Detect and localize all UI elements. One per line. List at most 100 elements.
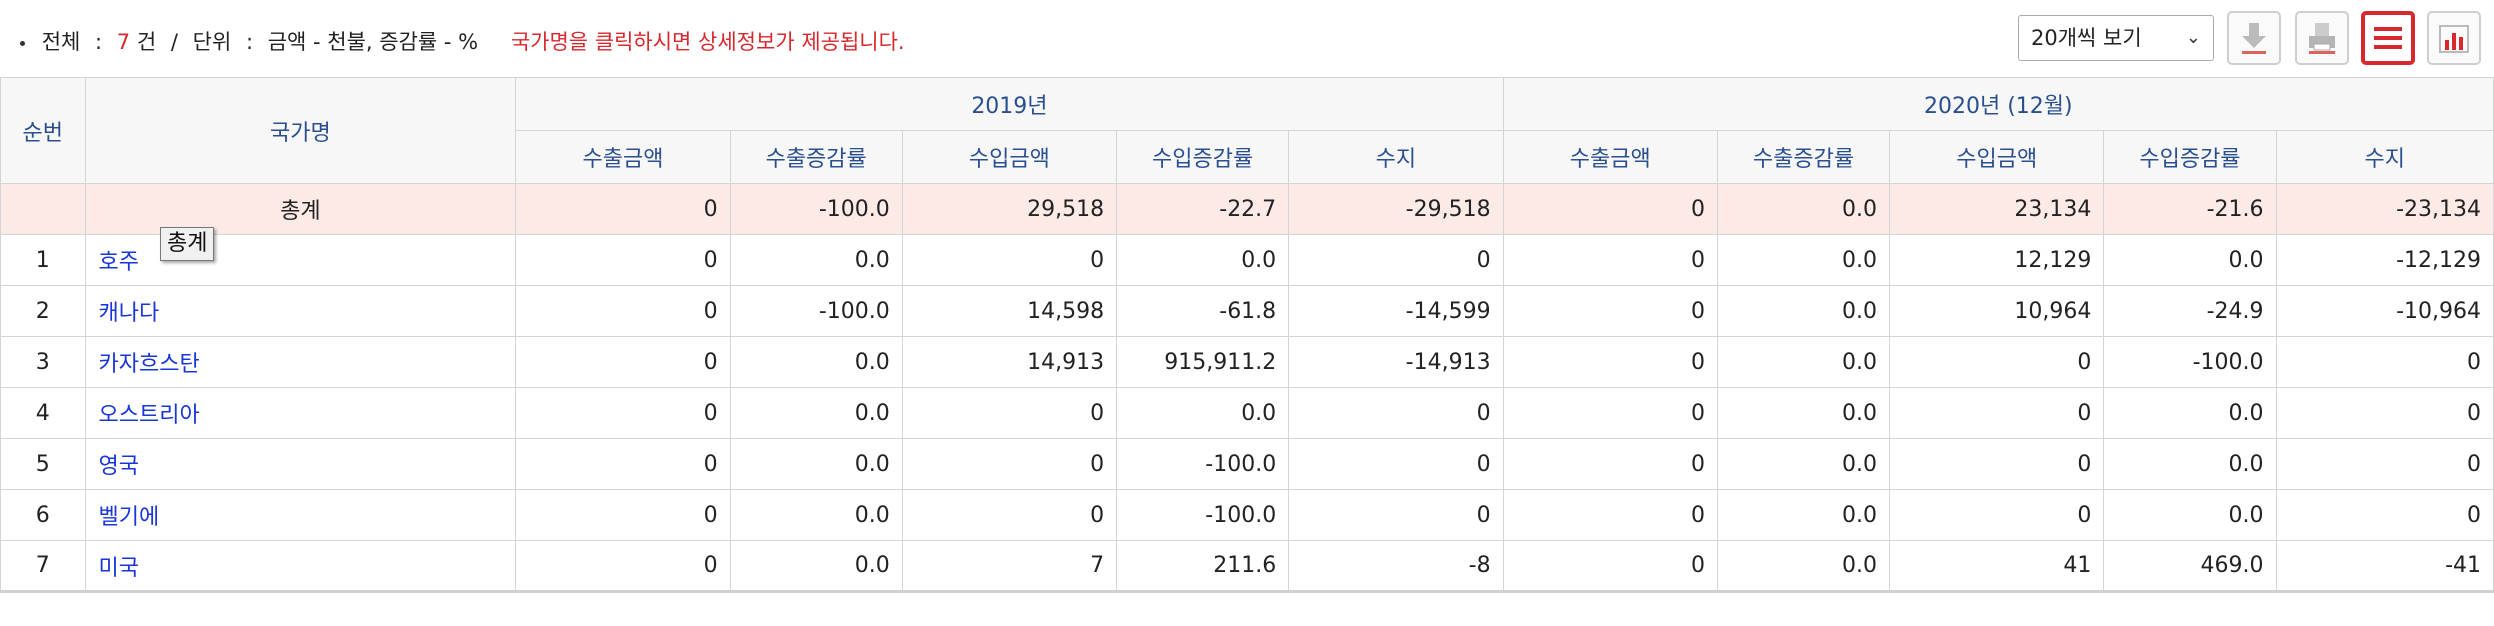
count-unit: 건 <box>136 30 157 54</box>
value-cell: 0 <box>1288 234 1504 286</box>
colon: : <box>95 30 103 54</box>
country-cell: 호주 <box>84 234 517 286</box>
value-cell: 0 <box>901 438 1118 490</box>
value-cell: 0 <box>901 387 1118 439</box>
row-seq: 1 <box>0 234 86 286</box>
list-view-icon <box>2374 27 2402 49</box>
country-cell: 카자흐스탄 <box>84 336 517 388</box>
row-seq: 6 <box>0 489 86 541</box>
table-row: 5 영국 0 0.0 0 -100.0 0 0 0.0 0 0.0 0 <box>0 438 2494 490</box>
country-link[interactable]: 호주 <box>98 250 140 275</box>
table-row: 3 카자흐스탄 0 0.0 14,913 915,911.2 -14,913 0 0.0 0 -10… <box>0 336 2494 388</box>
value-cell: 0.0 <box>729 540 903 593</box>
value-cell: 0.0 <box>1716 540 1891 593</box>
row-seq: 2 <box>0 285 86 337</box>
download-button[interactable] <box>2227 11 2281 65</box>
value-cell: 0 <box>1288 489 1504 541</box>
value-cell: 0 <box>1502 285 1718 337</box>
header-balance: 수지 <box>1288 130 1504 184</box>
header-export-amount: 수출금액 <box>515 130 731 184</box>
table-row: 4 오스트리아 0 0.0 0 0.0 0 0 0.0 0 0.0 0 <box>0 387 2494 439</box>
value-cell: -24.9 <box>2103 285 2277 337</box>
value-cell: 0 <box>901 489 1118 541</box>
chevron-down-icon: ⌄ <box>2185 27 2201 48</box>
country-cell: 미국 <box>84 540 517 593</box>
total-label: 총계 <box>84 183 517 235</box>
value-cell: -14,913 <box>1288 336 1504 388</box>
country-link[interactable]: 캐나다 <box>98 301 160 326</box>
value-cell: -61.8 <box>1116 285 1290 337</box>
value-cell: 0.0 <box>1116 387 1290 439</box>
total-count: 7 <box>116 30 131 54</box>
value-cell: 0 <box>1288 438 1504 490</box>
value-cell: 0 <box>1889 336 2105 388</box>
top-bar: 전체 : 7 건 / 단위 : 금액 - 천불, 증감률 - % 국가명을 클릭… <box>0 0 2494 77</box>
list-view-button[interactable] <box>2361 11 2415 65</box>
bullet-icon <box>20 40 25 46</box>
value-cell: 7 <box>901 540 1118 593</box>
country-cell: 벨기에 <box>84 489 517 541</box>
value-cell: 0.0 <box>1716 438 1891 490</box>
summary-text: 전체 : 7 건 / 단위 : 금액 - 천불, 증감률 - % 국가명을 클릭… <box>20 26 905 56</box>
value-cell: 211.6 <box>1116 540 1290 593</box>
value-cell: 469.0 <box>2103 540 2277 593</box>
value-cell: 0.0 <box>729 489 903 541</box>
value-cell: 0.0 <box>729 234 903 286</box>
country-link[interactable]: 오스트리아 <box>98 403 200 428</box>
header-import-growth: 수입증감률 <box>1116 130 1290 184</box>
value-cell: 0.0 <box>729 387 903 439</box>
value-cell: 0 <box>1502 234 1718 286</box>
value-cell: 41 <box>1889 540 2105 593</box>
country-link[interactable]: 벨기에 <box>98 505 160 530</box>
total-seq <box>0 183 86 235</box>
value-cell: 0 <box>1502 540 1718 593</box>
country-link[interactable]: 카자흐스탄 <box>98 352 200 377</box>
value-cell: 0 <box>1502 438 1718 490</box>
print-button[interactable] <box>2295 11 2349 65</box>
header-balance: 수지 <box>2275 130 2494 184</box>
value-cell: 0 <box>515 438 731 490</box>
value-cell: 0.0 <box>2103 489 2277 541</box>
value-cell: 0.0 <box>1716 489 1891 541</box>
value-cell: 0 <box>2275 438 2494 490</box>
page-size-value: 20개씩 보기 <box>2031 26 2142 50</box>
value-cell: 0 <box>1889 438 2105 490</box>
value-cell: 0 <box>2275 336 2494 388</box>
value-cell: -12,129 <box>2275 234 2494 286</box>
country-link[interactable]: 미국 <box>98 555 140 581</box>
total-cell: 0 <box>1502 183 1718 235</box>
value-cell: 14,598 <box>901 285 1118 337</box>
unit-value: 금액 - 천불, 증감률 - % <box>267 30 479 54</box>
value-cell: 0 <box>901 234 1118 286</box>
header-export-amount: 수출금액 <box>1502 130 1718 184</box>
page-size-select[interactable]: 20개씩 보기 ⌄ <box>2018 15 2214 61</box>
total-cell: 23,134 <box>1889 183 2105 235</box>
header-import-amount: 수입금액 <box>901 130 1118 184</box>
click-notice: 국가명을 클릭하시면 상세정보가 제공됩니다. <box>510 30 905 54</box>
country-link[interactable]: 영국 <box>98 454 140 479</box>
value-cell: 0 <box>1502 336 1718 388</box>
value-cell: -41 <box>2275 540 2494 593</box>
value-cell: 0 <box>1889 489 2105 541</box>
value-cell: -10,964 <box>2275 285 2494 337</box>
header-import-amount: 수입금액 <box>1889 130 2105 184</box>
value-cell: 0.0 <box>2103 234 2277 286</box>
value-cell: 0 <box>515 387 731 439</box>
value-cell: 0 <box>515 540 731 593</box>
total-cell: 0 <box>515 183 731 235</box>
value-cell: 0 <box>2275 489 2494 541</box>
value-cell: 0 <box>1889 387 2105 439</box>
value-cell: 0 <box>1502 387 1718 439</box>
value-cell: 0 <box>515 489 731 541</box>
value-cell: -100.0 <box>729 285 903 337</box>
value-cell: 0.0 <box>1716 285 1891 337</box>
chart-button[interactable] <box>2427 11 2481 65</box>
value-cell: -8 <box>1288 540 1504 593</box>
colon: : <box>245 30 254 54</box>
value-cell: 0 <box>515 285 731 337</box>
value-cell: 0.0 <box>729 336 903 388</box>
value-cell: 0 <box>1288 387 1504 439</box>
value-cell: 0.0 <box>1116 234 1290 286</box>
value-cell: -100.0 <box>1116 438 1290 490</box>
value-cell: 915,911.2 <box>1116 336 1290 388</box>
